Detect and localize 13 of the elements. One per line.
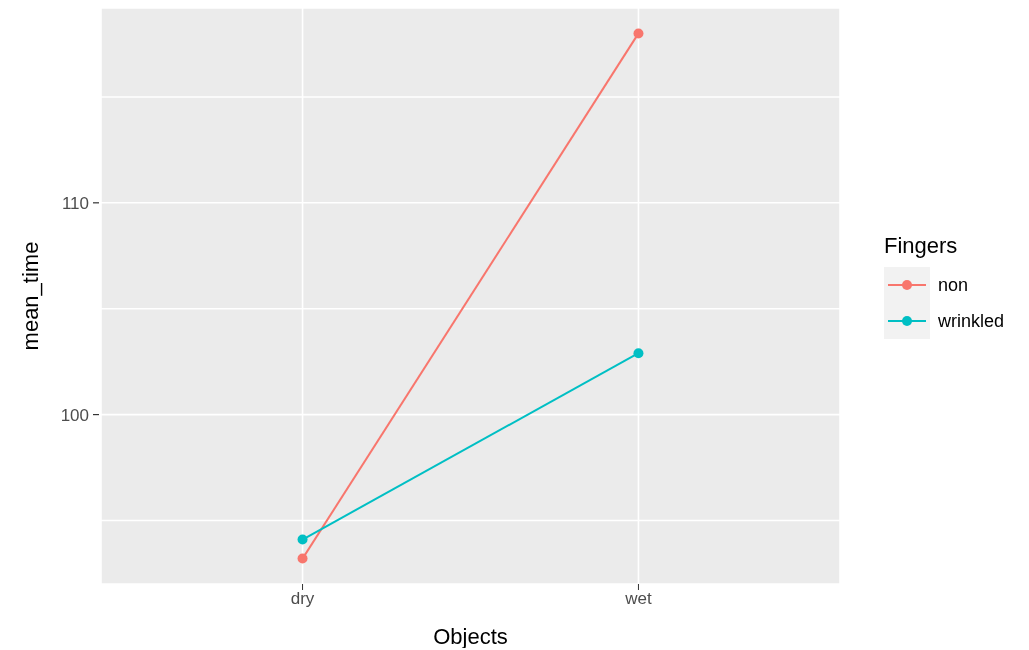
x-tick-label: dry <box>290 589 315 609</box>
point <box>633 348 644 359</box>
legend-label: non <box>938 274 969 296</box>
y-tick-label: 110 <box>61 193 89 213</box>
legend-title: Fingers <box>884 233 959 259</box>
point <box>297 553 308 564</box>
x-tick-label: wet <box>624 589 652 609</box>
y-axis-title: mean_time <box>17 241 43 351</box>
legend-label: wrinkled <box>938 310 1005 332</box>
point <box>633 28 644 39</box>
point <box>297 534 308 545</box>
y-tick-label: 100 <box>60 405 89 425</box>
x-axis-title: Objects <box>433 624 508 649</box>
